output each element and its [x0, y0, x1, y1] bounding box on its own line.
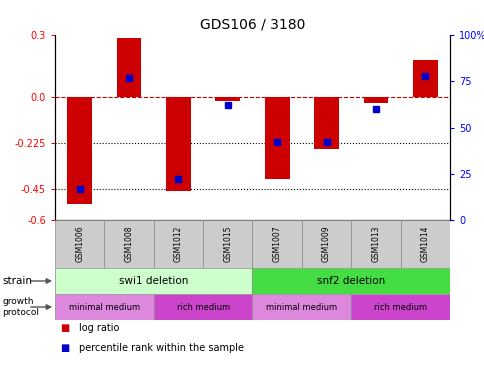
Text: GSM1006: GSM1006 [75, 226, 84, 262]
Text: ■: ■ [60, 323, 69, 333]
Text: growth
protocol: growth protocol [2, 297, 39, 317]
Text: ■: ■ [60, 343, 69, 353]
Text: GSM1007: GSM1007 [272, 226, 281, 262]
Bar [153, 220, 203, 268]
Text: GSM1013: GSM1013 [371, 226, 379, 262]
Text: GSM1008: GSM1008 [124, 226, 133, 262]
Bar [55, 268, 252, 294]
Bar [314, 97, 338, 149]
Text: minimal medium: minimal medium [69, 303, 140, 311]
Bar [117, 38, 141, 97]
Bar [363, 97, 388, 103]
Bar [215, 97, 240, 101]
Bar [412, 60, 437, 97]
Text: swi1 deletion: swi1 deletion [119, 276, 188, 286]
Bar [252, 268, 449, 294]
Bar [264, 97, 289, 179]
Text: percentile rank within the sample: percentile rank within the sample [79, 343, 244, 353]
Text: snf2 deletion: snf2 deletion [317, 276, 385, 286]
Text: GSM1009: GSM1009 [321, 226, 331, 262]
Bar [400, 220, 449, 268]
Text: rich medium: rich medium [176, 303, 229, 311]
Bar [55, 294, 153, 320]
Text: log ratio: log ratio [79, 323, 120, 333]
Bar [55, 220, 104, 268]
Title: GDS106 / 3180: GDS106 / 3180 [199, 17, 304, 31]
Bar [104, 220, 153, 268]
Bar [67, 97, 92, 203]
Text: rich medium: rich medium [373, 303, 426, 311]
Bar [350, 294, 449, 320]
Bar [301, 220, 350, 268]
Text: minimal medium: minimal medium [266, 303, 337, 311]
Bar [203, 220, 252, 268]
Text: strain: strain [2, 276, 32, 286]
Bar [153, 294, 252, 320]
Bar [350, 220, 400, 268]
Text: GSM1012: GSM1012 [174, 226, 182, 262]
Text: GSM1015: GSM1015 [223, 226, 232, 262]
Bar [166, 97, 190, 191]
Bar [252, 220, 301, 268]
Text: GSM1014: GSM1014 [420, 226, 429, 262]
Bar [252, 294, 350, 320]
